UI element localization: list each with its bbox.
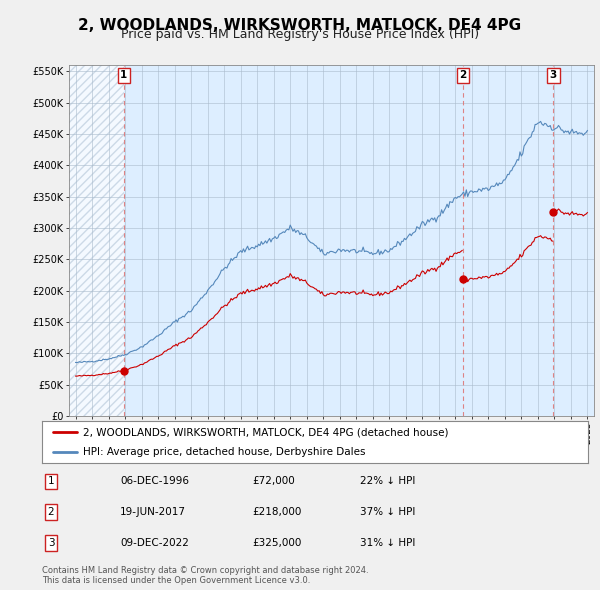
- Text: 31% ↓ HPI: 31% ↓ HPI: [360, 538, 415, 548]
- Text: 19-JUN-2017: 19-JUN-2017: [120, 507, 186, 517]
- Text: 2, WOODLANDS, WIRKSWORTH, MATLOCK, DE4 4PG: 2, WOODLANDS, WIRKSWORTH, MATLOCK, DE4 4…: [79, 18, 521, 32]
- Bar: [69, 65, 124, 416]
- Text: 2, WOODLANDS, WIRKSWORTH, MATLOCK, DE4 4PG (detached house): 2, WOODLANDS, WIRKSWORTH, MATLOCK, DE4 4…: [83, 427, 448, 437]
- Text: HPI: Average price, detached house, Derbyshire Dales: HPI: Average price, detached house, Derb…: [83, 447, 365, 457]
- Text: 1: 1: [47, 477, 55, 486]
- Bar: [69, 65, 124, 416]
- Text: 1: 1: [120, 70, 127, 80]
- Text: 09-DEC-2022: 09-DEC-2022: [120, 538, 189, 548]
- Text: 2: 2: [460, 70, 467, 80]
- Text: Price paid vs. HM Land Registry's House Price Index (HPI): Price paid vs. HM Land Registry's House …: [121, 28, 479, 41]
- Text: 3: 3: [47, 538, 55, 548]
- Text: £72,000: £72,000: [252, 477, 295, 486]
- Text: 2: 2: [47, 507, 55, 517]
- Text: £325,000: £325,000: [252, 538, 301, 548]
- Text: 3: 3: [550, 70, 557, 80]
- Text: 37% ↓ HPI: 37% ↓ HPI: [360, 507, 415, 517]
- Text: 22% ↓ HPI: 22% ↓ HPI: [360, 477, 415, 486]
- Text: £218,000: £218,000: [252, 507, 301, 517]
- Text: 06-DEC-1996: 06-DEC-1996: [120, 477, 189, 486]
- Text: Contains HM Land Registry data © Crown copyright and database right 2024.
This d: Contains HM Land Registry data © Crown c…: [42, 566, 368, 585]
